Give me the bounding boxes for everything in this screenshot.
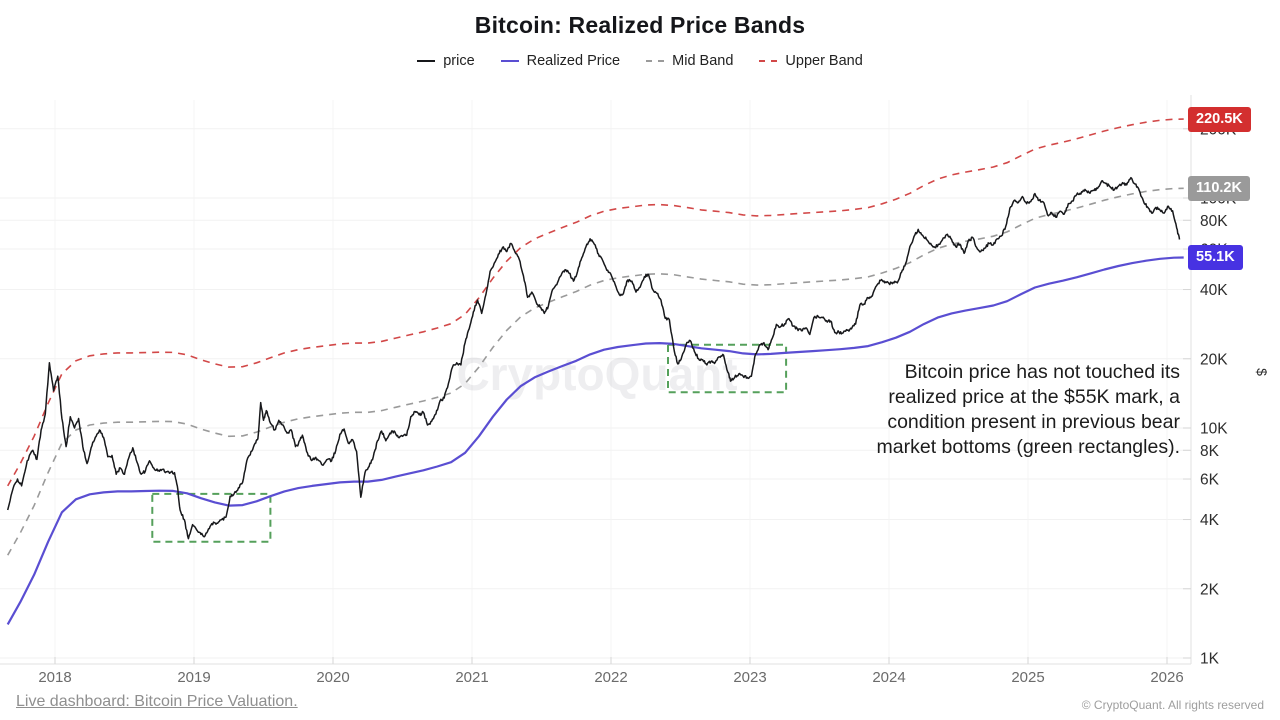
copyright: © CryptoQuant. All rights reserved [1081,698,1264,712]
x-tick-label: 2025 [1011,669,1044,686]
latest-badge-realized: 55.1K [1188,245,1243,271]
realized-price-line [6,256,1184,625]
legend-item-mid[interactable]: Mid Band [646,53,733,69]
x-tick-label: 2026 [1150,669,1183,686]
latest-badge-upper: 220.5K [1188,106,1251,132]
mid-band-line [7,187,1184,556]
realized-line-swatch-icon [500,60,519,62]
y-tick-label: 2K [1200,581,1220,598]
legend-label: Realized Price [526,53,621,69]
y-axis-title: $ [1254,368,1270,376]
badge-value: 220.5K [1196,110,1243,127]
legend-item-price[interactable]: price [417,53,475,69]
x-tick-label: 2020 [316,669,349,686]
upper-line-swatch-icon [759,60,778,62]
legend-label: price [443,53,475,69]
chart-title: Bitcoin: Realized Price Bands [474,12,806,38]
latest-badge-mid: 110.2K [1188,175,1250,201]
annotation-line: market bottoms (green rectangles). [876,436,1180,458]
mid-line-swatch-icon [646,60,665,62]
legend: price Realized Price Mid Band Upper Band [0,53,1280,69]
y-tick-label: 20K [1200,351,1228,368]
x-tick-label: 2024 [872,669,905,686]
x-tick-label: 2019 [177,669,210,686]
x-tick-label: 2018 [38,669,71,686]
legend-item-upper[interactable]: Upper Band [759,53,863,69]
annotation-line: Bitcoin price has not touched its [904,361,1180,383]
annotation-line: realized price at the $55K mark, a [888,386,1180,408]
upper-band-line [7,118,1184,487]
legend-item-realized[interactable]: Realized Price [500,53,621,69]
y-tick-label: 1K [1200,651,1220,668]
badge-value: 110.2K [1196,179,1242,196]
y-tick-label: 4K [1200,512,1220,529]
legend-label: Mid Band [672,53,734,69]
annotation-text: Bitcoin price has not touched its realize… [877,360,1180,460]
annotation-line: condition present in previous bear [887,411,1180,433]
legend-label: Upper Band [785,53,863,69]
badge-value: 55.1K [1196,249,1235,266]
price-line [6,176,1181,540]
watermark: CryptoQuant [456,348,737,400]
x-tick-label: 2021 [455,669,488,686]
dashboard-link[interactable]: Live dashboard: Bitcoin Price Valuation. [16,693,298,710]
y-tick-label: 8K [1200,443,1220,460]
y-tick-label: 80K [1200,213,1228,230]
price-line-swatch-icon [417,60,436,62]
x-tick-label: 2023 [733,669,766,686]
y-tick-label: 40K [1200,282,1228,299]
y-tick-label: 6K [1200,472,1220,489]
x-tick-label: 2022 [594,669,627,686]
y-tick-label: 10K [1200,421,1228,438]
